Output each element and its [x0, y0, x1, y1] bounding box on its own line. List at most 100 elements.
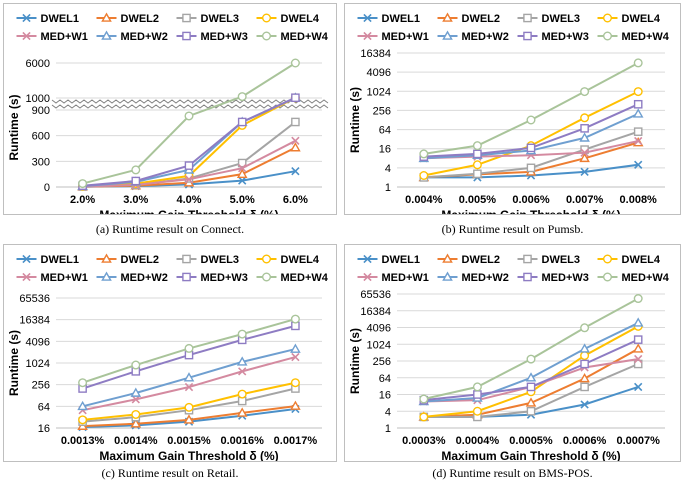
- data-point: [237, 117, 247, 127]
- caption-a: (a) Runtime result on Connect.: [95, 222, 245, 236]
- x-tick-label: 0.0004%: [456, 435, 500, 447]
- axis-break-mark: [51, 104, 329, 109]
- x-tick-label: 0.0005%: [509, 435, 553, 447]
- legend-item: DWEL3: [517, 254, 580, 266]
- legend-item: MED+W2: [437, 271, 509, 284]
- data-point: [237, 158, 247, 168]
- y-tick-label: 4: [385, 406, 391, 418]
- legend-label: DWEL4: [622, 13, 661, 25]
- legend-marker: [262, 272, 272, 282]
- legend-label: DWEL3: [201, 254, 240, 266]
- legend-marker: [523, 31, 532, 41]
- data-point: [236, 356, 248, 366]
- series-med-w4: [419, 58, 643, 159]
- data-point: [472, 160, 482, 170]
- legend-label: DWEL1: [41, 13, 80, 25]
- series-line: [82, 356, 296, 412]
- data-point: [238, 176, 247, 185]
- legend: DWEL1 DWEL2 DWEL3 DWEL4 MED+W1 MED+W2 MED+W3 ME…: [16, 12, 329, 43]
- legend-item: MED+W1: [16, 31, 88, 43]
- legend-item: DWEL2: [437, 253, 500, 266]
- legend-marker: [101, 12, 112, 22]
- data-point: [473, 149, 482, 159]
- y-axis-title: Runtime (s): [348, 328, 362, 394]
- data-point: [526, 354, 536, 364]
- y-tick-label: 4096: [26, 336, 50, 348]
- data-point: [634, 382, 643, 392]
- chart-panel-c: DWEL1 DWEL2 DWEL3 DWEL4 MED+W1 MED+W2 MED+W3 ME…: [3, 244, 337, 463]
- legend-item: DWEL4: [256, 13, 320, 25]
- legend-item: DWEL4: [597, 13, 661, 25]
- y-tick-label: 64: [379, 125, 391, 137]
- y-tick-label: 1: [385, 423, 391, 435]
- data-point: [291, 352, 300, 362]
- data-point: [184, 175, 194, 184]
- legend-marker: [101, 271, 112, 281]
- data-point: [77, 400, 88, 411]
- data-point: [290, 58, 300, 68]
- caption-d: (d) Runtime result on BMS-POS.: [432, 466, 593, 480]
- legend-marker: [363, 31, 372, 41]
- legend-label: DWEL4: [281, 13, 320, 25]
- legend-marker: [22, 272, 31, 282]
- legend-item: DWEL3: [517, 13, 580, 25]
- legend-item: DWEL1: [357, 254, 420, 266]
- data-point: [130, 387, 142, 397]
- data-point: [579, 373, 590, 383]
- data-point: [290, 314, 300, 324]
- data-point: [131, 409, 141, 419]
- x-axis-title: Maximum Gain Threshold δ (%): [99, 449, 278, 461]
- data-point: [580, 113, 590, 123]
- data-point: [526, 382, 536, 392]
- data-point: [131, 176, 141, 186]
- x-axis-title: Maximum Gain Threshold δ (%): [441, 449, 620, 461]
- data-point: [130, 418, 142, 428]
- x-tick-label: 0.0017%: [274, 435, 318, 447]
- data-point: [419, 170, 429, 180]
- legend-marker: [101, 30, 112, 40]
- data-point: [634, 136, 643, 146]
- y-tick-label: 1024: [367, 86, 391, 98]
- legend-item: MED+W4: [597, 31, 670, 43]
- legend-label: MED+W4: [622, 31, 670, 43]
- x-tick-label: 0.0006%: [563, 435, 607, 447]
- y-tick-label: 256: [373, 105, 391, 117]
- legend-marker: [22, 13, 31, 23]
- x-tick-label: 2.0%: [70, 194, 95, 206]
- legend-label: DWEL2: [121, 13, 160, 25]
- x-tick-label: 0.008%: [620, 194, 658, 206]
- legend-label: MED+W2: [121, 272, 168, 284]
- data-point: [633, 359, 643, 369]
- legend-marker: [523, 254, 532, 264]
- legend-label: MED+W1: [41, 272, 88, 284]
- y-tick-label: 4096: [367, 67, 391, 79]
- axis-break-gap: [52, 99, 326, 109]
- legend-label: MED+W3: [201, 31, 248, 43]
- data-point: [183, 372, 195, 382]
- legend-marker: [262, 31, 272, 41]
- legend-label: DWEL4: [622, 254, 661, 266]
- legend-label: MED+W4: [281, 31, 329, 43]
- y-tick-label: 65536: [360, 289, 391, 301]
- y-tick-label: 64: [379, 373, 391, 385]
- legend-marker: [363, 13, 372, 23]
- legend-item: MED+W3: [517, 31, 589, 43]
- data-point: [236, 407, 248, 417]
- legend-label: DWEL2: [121, 254, 160, 266]
- legend-marker: [182, 31, 191, 41]
- legend-label: DWEL3: [201, 13, 240, 25]
- y-tick-label: 16384: [19, 315, 50, 327]
- legend-item: MED+W4: [256, 272, 329, 284]
- x-tick-label: 6.0%: [283, 194, 308, 206]
- legend-label: MED+W3: [201, 272, 248, 284]
- legend-label: DWEL4: [281, 254, 320, 266]
- data-point: [238, 367, 247, 376]
- y-axis-title: Runtime (s): [7, 330, 21, 396]
- caption-c: (c) Runtime result on Retail.: [101, 466, 239, 480]
- y-tick-label: 64: [38, 401, 50, 413]
- y-tick-label: 16: [379, 390, 391, 402]
- data-point: [78, 378, 88, 388]
- legend-item: MED+W1: [357, 272, 429, 284]
- legend-item: DWEL2: [96, 253, 160, 266]
- x-tick-label: 0.0015%: [167, 435, 211, 447]
